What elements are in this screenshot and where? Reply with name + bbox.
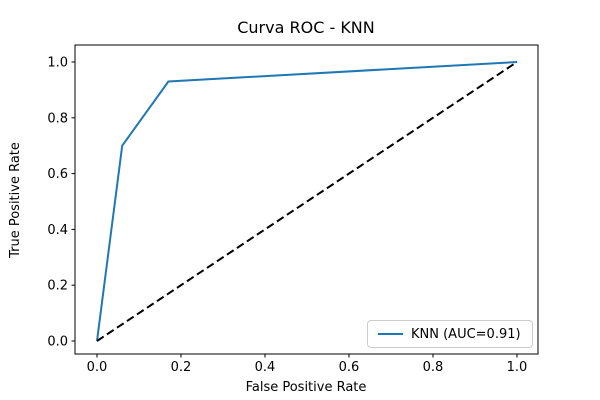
legend-line-sample [378,333,403,335]
legend-label: KNN (AUC=0.91) [411,326,521,342]
roc-curve-line [96,61,518,342]
y-tick-label: 0.6 [47,167,68,182]
y-tick-label: 0.0 [47,335,68,350]
x-tick-label: 1.0 [507,360,528,375]
x-axis-label: False Positive Rate [246,380,367,395]
x-tick-label: 0.2 [171,360,192,375]
legend: KNN (AUC=0.91) [367,320,533,348]
x-tick-label: 0.4 [255,360,276,375]
axis-ticks: 0.0 0.2 0.4 0.6 0.8 1.0 0.0 0.2 0.4 0.6 0.8 1.0 [47,56,527,376]
x-tick-label: 0.8 [423,360,444,375]
y-tick-label: 0.4 [47,223,68,238]
plot-series [96,61,518,342]
x-tick-label: 0.0 [87,360,108,375]
chance-diagonal-line [96,61,518,342]
axes-frame [74,44,539,355]
y-axis-label: True Positive Rate [8,142,23,259]
y-tick-label: 0.2 [47,279,68,294]
y-tick-label: 0.8 [47,111,68,126]
chart-title: Curva ROC - KNN [237,18,375,37]
x-tick-label: 0.6 [339,360,360,375]
y-tick-label: 1.0 [47,56,68,71]
